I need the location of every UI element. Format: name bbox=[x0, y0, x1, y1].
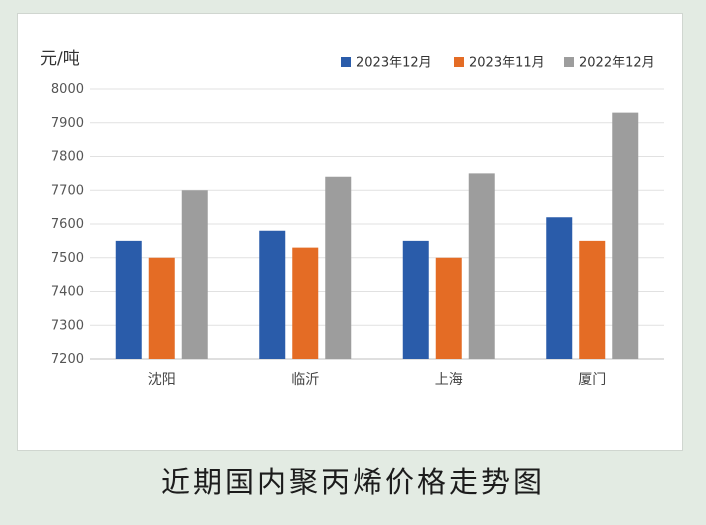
bar bbox=[181, 190, 208, 359]
x-category-label: 临沂 bbox=[291, 372, 319, 388]
bar-chart: 7200 7300 7400 7500 7600 7700 7800 7900 8000 沈阳 临… bbox=[40, 49, 664, 388]
bar bbox=[115, 240, 142, 359]
chart-caption: 近期国内聚丙烯价格走势图 bbox=[160, 465, 545, 499]
bar bbox=[402, 240, 429, 359]
legend: 2023年12月 2023年11月 2022年12月 bbox=[341, 56, 655, 71]
bar bbox=[612, 112, 639, 359]
y-tick-label: 7400 bbox=[51, 285, 84, 300]
bars bbox=[115, 112, 639, 359]
legend-label: 2023年12月 bbox=[356, 56, 432, 71]
x-category-label: 厦门 bbox=[578, 372, 606, 388]
bar bbox=[325, 176, 352, 359]
bar bbox=[148, 257, 175, 359]
bar bbox=[259, 230, 286, 359]
legend-label: 2023年11月 bbox=[469, 56, 545, 71]
y-tick-label: 7700 bbox=[51, 183, 84, 198]
y-tick-label: 7900 bbox=[51, 116, 84, 131]
chart-panel: 7200 7300 7400 7500 7600 7700 7800 7900 8000 沈阳 临… bbox=[17, 13, 683, 451]
y-unit-label: 元/吨 bbox=[40, 49, 80, 69]
bar bbox=[579, 240, 606, 359]
bar bbox=[435, 257, 462, 359]
legend-label: 2022年12月 bbox=[579, 56, 655, 71]
legend-swatch bbox=[454, 57, 464, 67]
legend-swatch bbox=[341, 57, 351, 67]
bar bbox=[546, 217, 573, 359]
y-tick-label: 8000 bbox=[51, 82, 84, 97]
legend-swatch bbox=[564, 57, 574, 67]
gridlines bbox=[90, 88, 664, 360]
y-tick-label: 7200 bbox=[51, 352, 84, 367]
y-tick-label: 7800 bbox=[51, 150, 84, 165]
y-tick-label: 7500 bbox=[51, 251, 84, 266]
y-tick-label: 7300 bbox=[51, 318, 84, 333]
x-category-label: 沈阳 bbox=[148, 372, 176, 388]
bar bbox=[292, 247, 319, 359]
y-axis-ticks: 7200 7300 7400 7500 7600 7700 7800 7900 8000 bbox=[51, 82, 84, 367]
y-tick-label: 7600 bbox=[51, 217, 84, 232]
x-category-label: 上海 bbox=[435, 372, 463, 388]
bar bbox=[468, 173, 495, 359]
x-axis-categories: 沈阳 临沂 上海 厦门 bbox=[148, 372, 607, 388]
